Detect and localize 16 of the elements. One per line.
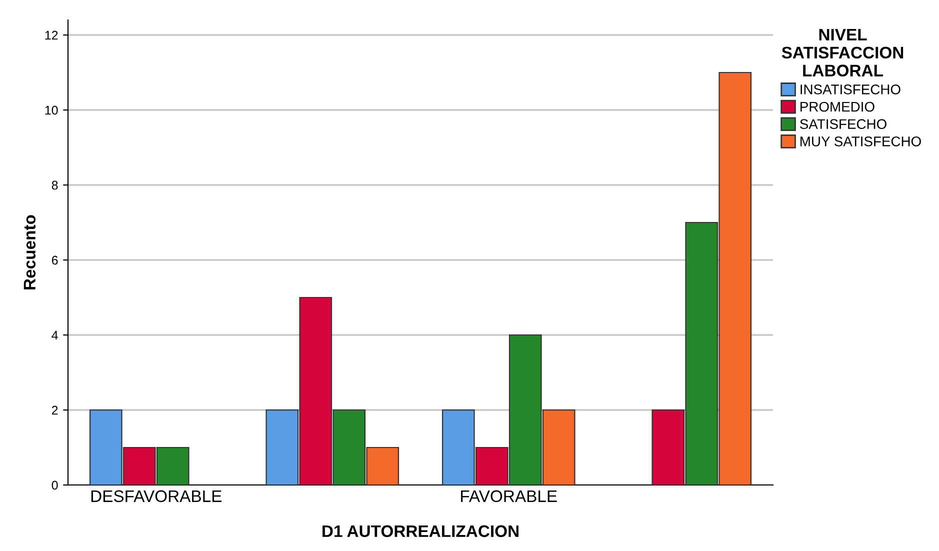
legend-title: NIVEL SATISFACCION LABORAL [782, 28, 904, 76]
y-tick-label: 10 [45, 106, 58, 115]
x-tick-label: FAVORABLE [461, 490, 557, 502]
legend-label: SATISFECHO [800, 119, 886, 130]
legend-label: INSATISFECHO [800, 84, 900, 94]
x-axis-title: D1 AUTORREALIZACION [322, 525, 518, 538]
legend-label: MUY SATISFECHO [800, 136, 921, 146]
y-tick-label: 4 [52, 330, 58, 340]
y-axis-title: Recuento [24, 215, 36, 290]
y-tick-label: 0 [52, 480, 58, 490]
x-tick-label: DESFAVORABLE [91, 490, 222, 502]
y-tick-label: 12 [45, 30, 58, 40]
y-tick-label: 2 [52, 406, 58, 415]
legend-label: PROMEDIO [800, 102, 874, 112]
y-tick-label: 6 [52, 256, 58, 265]
y-tick-label: 8 [52, 180, 58, 190]
